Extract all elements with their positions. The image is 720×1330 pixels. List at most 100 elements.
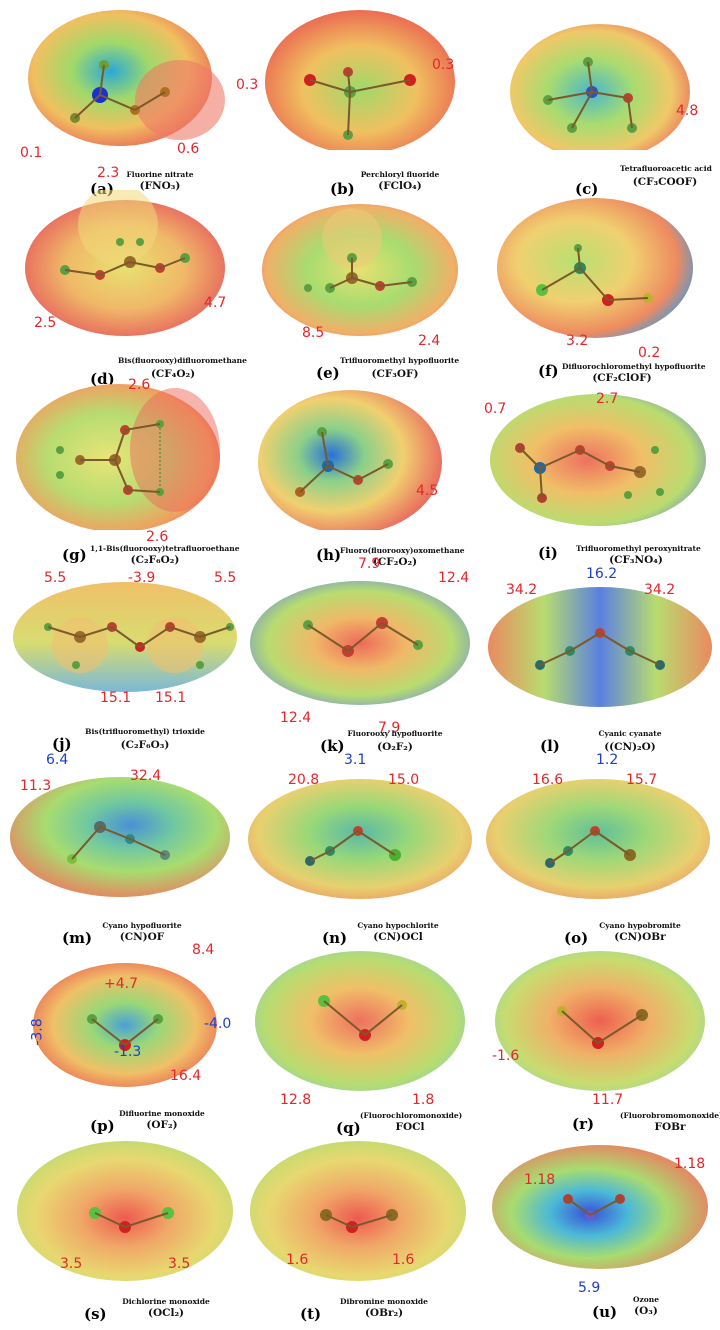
compound-name: Ozone — [632, 1295, 660, 1304]
compound-name: Dibromine monoxide — [340, 1297, 428, 1306]
compound-formula: (C₂F₆O₃) — [120, 739, 170, 751]
panel-t: 1.6 1.6 (t) Dibromine monoxide (OBr₂) — [240, 1135, 480, 1325]
value-label: 15.0 — [388, 772, 420, 788]
value-label: 34.2 — [506, 582, 538, 598]
compound-formula: FOBr — [654, 1121, 686, 1133]
value-label: -4.0 — [204, 1016, 232, 1032]
compound-name: Trifluoromethyl peroxynitrate — [576, 544, 701, 553]
panel-letter: (b) — [330, 180, 355, 198]
panel-n: 3.1 20.8 15.0 (n) Cyano hypochlorite (CN… — [240, 752, 480, 947]
value-label: 4.5 — [416, 483, 439, 499]
panel-letter: (q) — [336, 1119, 361, 1137]
panel-r: -1.6 11.7 (Fluorobromomonoxide) (r) FOBr — [480, 945, 720, 1135]
compound-name: Trifluoromethyl hypofluorite — [340, 356, 460, 365]
value-label: 0.3 — [236, 77, 259, 93]
value-label: 0.2 — [638, 345, 661, 361]
compound-name: Cyano hypofluorite — [102, 921, 182, 930]
value-label: 3.1 — [344, 752, 367, 768]
value-label: 5.9 — [578, 1280, 601, 1296]
value-label: 11.7 — [592, 1092, 624, 1108]
value-label: 2.4 — [418, 333, 441, 349]
panel-letter: (j) — [52, 735, 72, 753]
value-label: 1.6 — [392, 1252, 415, 1268]
value-label: -3.8 — [29, 1018, 46, 1046]
panel-f: 3.2 0.2 (f) Difluorochloromethyl hypoflu… — [480, 190, 720, 384]
panel-letter: (t) — [300, 1305, 322, 1323]
value-label: 34.2 — [644, 582, 676, 598]
compound-name: Fluoro(fluorooxy)oxomethane — [340, 546, 465, 555]
esp-surface — [258, 390, 442, 530]
esp-surface — [33, 963, 217, 1087]
value-label: 0.3 — [432, 57, 455, 73]
panel-d: 2.5 4.7 (d) Bis(fluorooxy)difluoromethan… — [0, 190, 247, 388]
panel-m: 6.4 32.4 11.3 (m) Cyano hypofluorite (CN… — [0, 752, 240, 947]
compound-formula: ((CN)₂O) — [604, 741, 656, 753]
compound-formula: (OBr₂) — [364, 1307, 404, 1319]
panel-letter: (e) — [316, 364, 340, 382]
compound-formula: (FNO₃) — [139, 180, 181, 192]
value-label: 2.6 — [128, 377, 151, 393]
compound-formula: (O₂F₂) — [377, 741, 413, 753]
panel-b: 0.3 0.3 (b) Perchloryl fluoride (FClO₄) — [236, 0, 480, 198]
value-label: 3.5 — [168, 1256, 191, 1272]
value-label: 16.2 — [586, 566, 618, 582]
value-label: 4.7 — [204, 295, 227, 311]
value-label: 2.7 — [596, 391, 619, 407]
compound-formula: (CF₂ClOF) — [592, 372, 652, 384]
compound-name: Fluorine nitrate — [126, 170, 194, 179]
panel-letter: (r) — [572, 1115, 595, 1133]
esp-surface — [250, 1141, 466, 1281]
compound-formula: (CN)OBr — [614, 931, 666, 943]
value-label: 8.5 — [302, 325, 325, 341]
value-label: 2.5 — [34, 315, 57, 331]
compound-formula: (CN)OF — [119, 931, 165, 943]
panel-u: 1.18 1.18 5.9 Ozone (u) (O₃) — [480, 1135, 720, 1325]
panel-letter: (u) — [592, 1303, 618, 1321]
esp-surface — [17, 1141, 233, 1281]
compound-formula: (CF₄O₂) — [150, 368, 196, 380]
compound-name: Cyano hypobromite — [599, 921, 681, 930]
value-label: 20.8 — [288, 772, 320, 788]
panel-k: 7.9 12.4 12.4 7.9 (k) Fluorooxy hypofluo… — [240, 557, 480, 755]
value-label: 0.1 — [20, 145, 43, 161]
panel-letter: (h) — [316, 546, 342, 564]
value-label: -1.3 — [114, 1044, 142, 1060]
panel-e: 8.5 2.4 (e) Trifluoromethyl hypofluorite… — [240, 190, 480, 382]
panel-letter: (d) — [90, 370, 115, 388]
panel-j: 5.5 -3.9 5.5 15.1 15.1 (j) Bis(trifluoro… — [0, 565, 240, 755]
esp-surface — [490, 394, 706, 526]
panel-l: 34.2 16.2 34.2 Cyanic cyanate ((CN)₂O) (… — [480, 565, 720, 755]
value-label: 1.18 — [524, 1172, 556, 1188]
compound-formula: (CF₃NO₄) — [609, 554, 663, 566]
compound-name: Difluorine monoxide — [119, 1109, 205, 1118]
panel-i: 0.7 2.7 (i) Trifluoromethyl peroxynitrat… — [480, 380, 720, 570]
panel-q: 12.8 1.8 (Fluorochloromonoxide) (q) FOCl — [240, 945, 480, 1137]
value-label: 15.1 — [100, 690, 132, 706]
compound-formula: (CN)OCl — [373, 931, 423, 943]
value-label: 11.3 — [20, 778, 52, 794]
value-label: 7.9 — [358, 556, 381, 572]
compound-name: Fluorooxy hypofluorite — [347, 729, 443, 738]
value-label: 1.2 — [596, 752, 619, 768]
value-label: 2.6 — [146, 529, 169, 545]
value-label: 6.4 — [46, 752, 69, 768]
esp-surface — [486, 779, 710, 899]
compound-formula: (FClO₄) — [378, 180, 422, 192]
panel-letter: (g) — [62, 546, 87, 564]
panel-letter: (n) — [322, 929, 348, 947]
value-label: 2.3 — [97, 165, 120, 181]
esp-surface — [13, 582, 237, 692]
value-label: 16.6 — [532, 772, 564, 788]
compound-name: Perchloryl fluoride — [360, 170, 440, 179]
value-label: 16.4 — [170, 1068, 202, 1084]
panel-letter: (p) — [90, 1117, 115, 1135]
esp-surface — [495, 951, 705, 1091]
compound-formula: FOCl — [395, 1121, 425, 1133]
value-label: -3.9 — [128, 570, 156, 586]
value-label: 5.5 — [214, 570, 237, 586]
value-label: 1.18 — [674, 1156, 706, 1172]
esp-surface — [250, 581, 470, 705]
compound-name: Bis(trifluoromethyl) trioxide — [85, 727, 205, 736]
panel-p: 8.4 +4.7 -4.0 -3.8 -1.3 16.4 (p) Difluor… — [0, 943, 240, 1135]
value-label: 12.4 — [280, 710, 312, 726]
